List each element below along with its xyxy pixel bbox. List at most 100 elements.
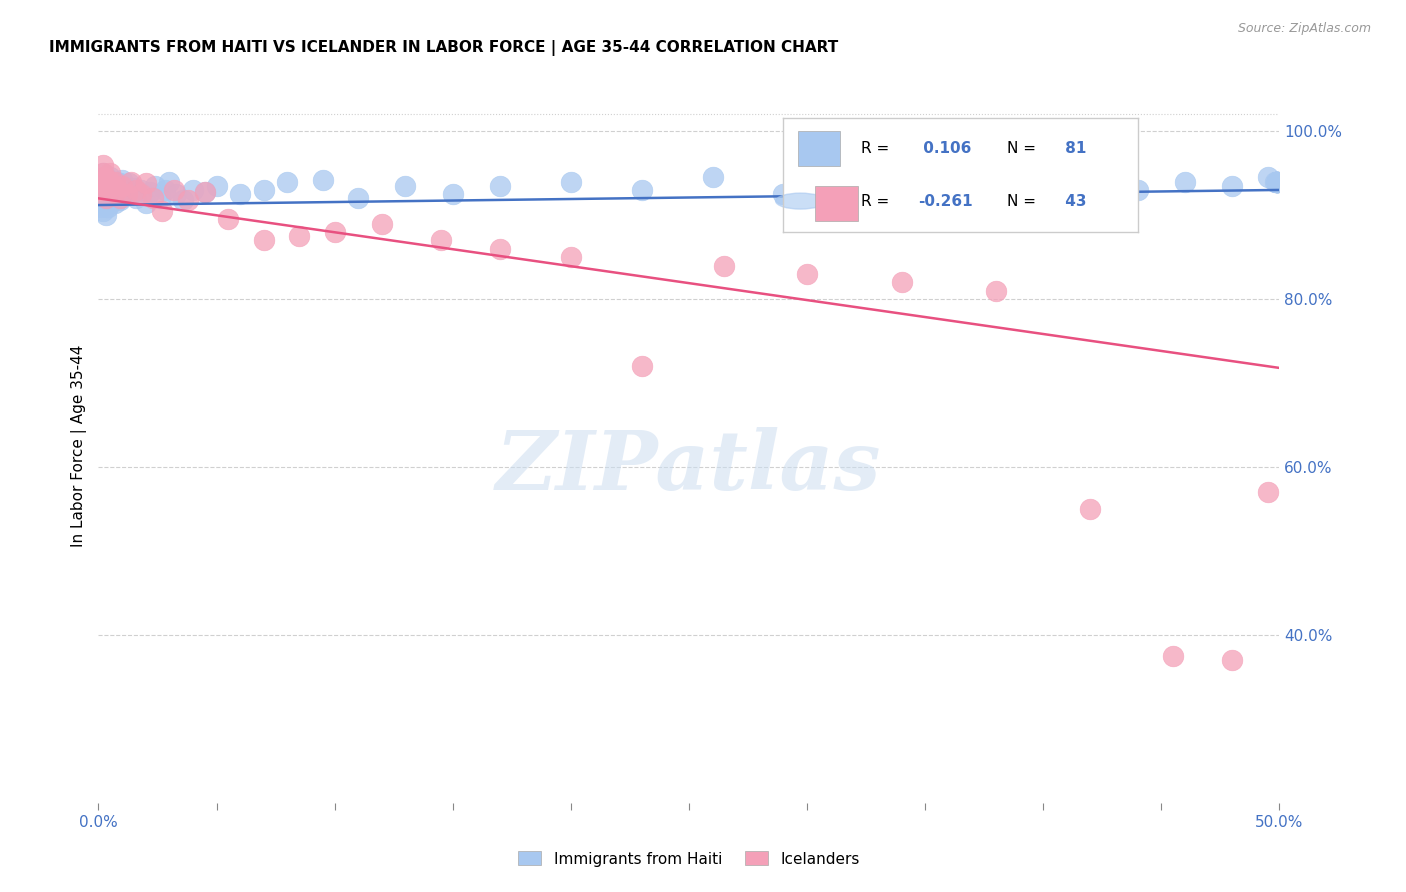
Point bbox=[153, 183, 176, 197]
Point bbox=[1265, 175, 1288, 189]
Point bbox=[90, 183, 112, 197]
Point bbox=[112, 178, 135, 193]
Point bbox=[1265, 175, 1288, 189]
Point bbox=[177, 193, 200, 207]
Point bbox=[181, 183, 204, 197]
Text: IMMIGRANTS FROM HAITI VS ICELANDER IN LABOR FORCE | AGE 35-44 CORRELATION CHART: IMMIGRANTS FROM HAITI VS ICELANDER IN LA… bbox=[49, 40, 838, 56]
Point bbox=[288, 229, 311, 244]
Point bbox=[135, 195, 157, 210]
Point bbox=[560, 175, 582, 189]
Point bbox=[94, 183, 117, 197]
Point bbox=[94, 191, 117, 205]
Point bbox=[118, 176, 141, 190]
Point bbox=[104, 175, 127, 189]
Point bbox=[630, 183, 652, 197]
Point bbox=[796, 267, 818, 281]
Point bbox=[98, 195, 121, 210]
Point bbox=[205, 178, 228, 193]
Point bbox=[1174, 175, 1197, 189]
Point bbox=[1265, 175, 1288, 189]
Point bbox=[394, 178, 416, 193]
Point bbox=[973, 173, 995, 187]
Point bbox=[560, 250, 582, 264]
Point bbox=[142, 191, 165, 205]
Point bbox=[121, 187, 143, 202]
Point bbox=[115, 185, 138, 199]
Point bbox=[129, 187, 152, 202]
Point bbox=[371, 217, 394, 231]
Point bbox=[772, 187, 794, 202]
Point bbox=[91, 170, 114, 185]
Point bbox=[125, 191, 148, 205]
Point bbox=[122, 181, 145, 195]
Point bbox=[101, 175, 124, 189]
Point bbox=[489, 242, 512, 256]
Point bbox=[91, 203, 114, 218]
Point bbox=[98, 170, 121, 185]
Point bbox=[129, 183, 152, 197]
Point bbox=[1032, 178, 1054, 193]
Point bbox=[1126, 183, 1149, 197]
Point bbox=[121, 175, 143, 189]
Point bbox=[1080, 502, 1102, 516]
Point bbox=[149, 191, 172, 205]
Point bbox=[97, 175, 120, 189]
Point bbox=[91, 191, 114, 205]
Text: ZIPatlas: ZIPatlas bbox=[496, 427, 882, 508]
Point bbox=[98, 175, 121, 189]
Point bbox=[1220, 653, 1243, 667]
Point bbox=[104, 178, 127, 193]
Point bbox=[253, 233, 276, 247]
Point bbox=[105, 183, 128, 197]
Point bbox=[163, 183, 186, 197]
Point bbox=[143, 178, 166, 193]
Point bbox=[194, 185, 217, 199]
Point bbox=[104, 195, 127, 210]
Point bbox=[91, 178, 114, 193]
Point bbox=[90, 175, 112, 189]
Point bbox=[94, 208, 117, 222]
Point bbox=[914, 183, 936, 197]
Point bbox=[1265, 175, 1288, 189]
Point bbox=[984, 284, 1007, 298]
Point bbox=[101, 178, 124, 193]
Point bbox=[1265, 175, 1288, 189]
Point bbox=[1265, 175, 1288, 189]
Point bbox=[1257, 170, 1279, 185]
Point bbox=[101, 191, 124, 205]
Point bbox=[94, 170, 117, 185]
Point bbox=[844, 176, 866, 190]
Point bbox=[135, 176, 157, 190]
Point bbox=[430, 233, 453, 247]
Y-axis label: In Labor Force | Age 35-44: In Labor Force | Age 35-44 bbox=[72, 345, 87, 547]
Point bbox=[165, 187, 187, 202]
Point bbox=[91, 158, 114, 172]
Point bbox=[108, 176, 131, 190]
Point bbox=[1220, 178, 1243, 193]
Point bbox=[98, 183, 121, 197]
Point bbox=[98, 166, 121, 180]
Point bbox=[94, 178, 117, 193]
Point bbox=[90, 175, 112, 189]
Point bbox=[157, 175, 180, 189]
Point bbox=[105, 175, 128, 189]
Point bbox=[1257, 485, 1279, 500]
Point bbox=[97, 183, 120, 197]
Point bbox=[217, 212, 239, 227]
Point bbox=[125, 183, 148, 197]
Point bbox=[347, 191, 370, 205]
Point bbox=[194, 185, 217, 199]
Point bbox=[139, 185, 162, 199]
Point bbox=[276, 175, 298, 189]
Point bbox=[90, 187, 112, 202]
Point bbox=[441, 187, 464, 202]
Point bbox=[111, 173, 134, 187]
Point bbox=[1265, 175, 1288, 189]
Point bbox=[172, 193, 194, 207]
Point bbox=[229, 187, 252, 202]
Point bbox=[97, 187, 120, 202]
Point bbox=[105, 191, 128, 205]
Point bbox=[1080, 185, 1102, 199]
Point bbox=[1265, 175, 1288, 189]
Point bbox=[90, 200, 112, 214]
